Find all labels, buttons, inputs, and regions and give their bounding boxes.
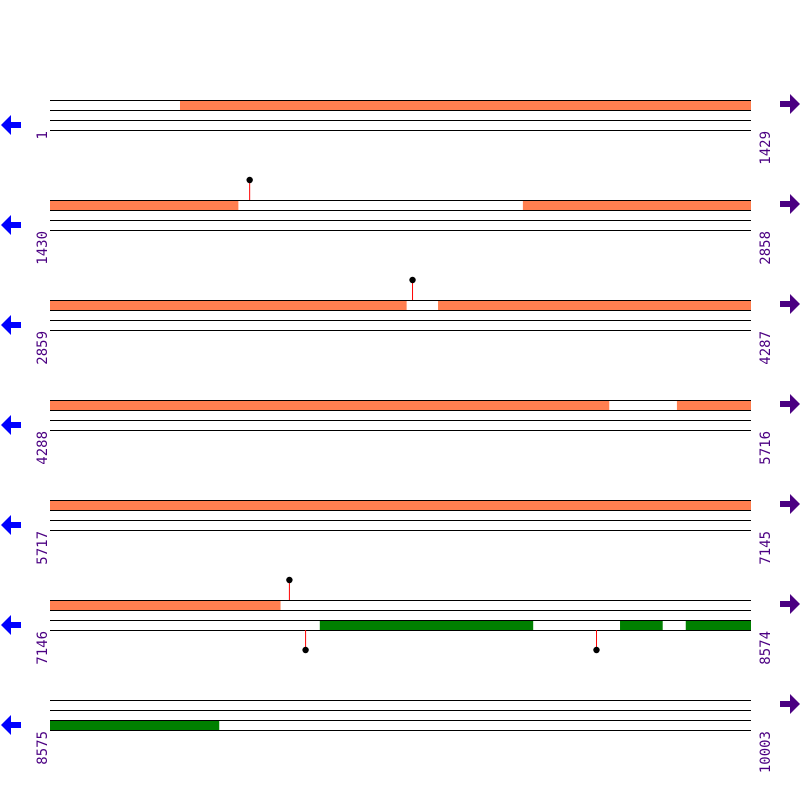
top-strand-feature[interactable] bbox=[50, 300, 407, 310]
top-strand-feature[interactable] bbox=[50, 400, 610, 410]
row-start-label: 4288 bbox=[35, 431, 51, 465]
marker-icon[interactable] bbox=[286, 576, 293, 584]
row-start-label: 1430 bbox=[35, 231, 51, 265]
row-end-label: 7145 bbox=[758, 531, 774, 565]
arrow-right-icon[interactable] bbox=[780, 694, 800, 714]
arrow-right-icon[interactable] bbox=[780, 394, 800, 414]
arrow-left-icon[interactable] bbox=[1, 415, 21, 435]
top-strand-feature[interactable] bbox=[676, 400, 751, 410]
sequence-row: 8575 10003 bbox=[1, 694, 800, 773]
row-end-label: 8574 bbox=[758, 631, 774, 665]
sequence-row: 2859 4287 bbox=[1, 276, 800, 365]
row-end-label: 5716 bbox=[758, 431, 774, 465]
bottom-strand-feature[interactable] bbox=[685, 620, 751, 630]
arrow-left-icon[interactable] bbox=[1, 615, 21, 635]
arrow-right-icon[interactable] bbox=[780, 594, 800, 614]
top-strand-feature[interactable] bbox=[50, 600, 281, 610]
row-start-label: 8575 bbox=[35, 731, 51, 765]
top-strand-feature[interactable] bbox=[438, 300, 751, 310]
arrow-left-icon[interactable] bbox=[1, 715, 21, 735]
row-start-label: 5717 bbox=[35, 531, 51, 565]
marker-icon[interactable] bbox=[409, 276, 416, 284]
sequence-row: 5717 7145 bbox=[1, 494, 800, 565]
bottom-strand-feature[interactable] bbox=[620, 620, 663, 630]
row-end-label: 1429 bbox=[758, 131, 774, 165]
sequence-row: 4288 5716 bbox=[1, 394, 800, 465]
row-end-label: 2858 bbox=[758, 231, 774, 265]
marker-icon[interactable] bbox=[302, 646, 309, 654]
top-strand-feature[interactable] bbox=[179, 100, 751, 110]
arrow-left-icon[interactable] bbox=[1, 515, 21, 535]
arrow-left-icon[interactable] bbox=[1, 115, 21, 135]
arrow-left-icon[interactable] bbox=[1, 215, 21, 235]
row-start-label: 1 bbox=[35, 131, 51, 139]
arrow-left-icon[interactable] bbox=[1, 315, 21, 335]
sequence-row: 1430 2858 bbox=[1, 176, 800, 265]
top-strand-feature[interactable] bbox=[50, 500, 751, 510]
arrow-right-icon[interactable] bbox=[780, 194, 800, 214]
arrow-right-icon[interactable] bbox=[780, 494, 800, 514]
row-start-label: 7146 bbox=[35, 631, 51, 665]
marker-icon[interactable] bbox=[246, 176, 253, 184]
sequence-row: 7146 8574 bbox=[1, 576, 800, 665]
marker-icon[interactable] bbox=[593, 646, 600, 654]
sequence-row: 1 1429 bbox=[1, 94, 800, 165]
arrow-right-icon[interactable] bbox=[780, 94, 800, 114]
top-strand-feature[interactable] bbox=[50, 200, 239, 210]
row-start-label: 2859 bbox=[35, 331, 51, 365]
arrow-right-icon[interactable] bbox=[780, 294, 800, 314]
bottom-strand-feature[interactable] bbox=[50, 720, 220, 730]
row-end-label: 4287 bbox=[758, 331, 774, 365]
top-strand-feature[interactable] bbox=[522, 200, 751, 210]
row-end-label: 10003 bbox=[758, 731, 774, 773]
bottom-strand-feature[interactable] bbox=[319, 620, 534, 630]
